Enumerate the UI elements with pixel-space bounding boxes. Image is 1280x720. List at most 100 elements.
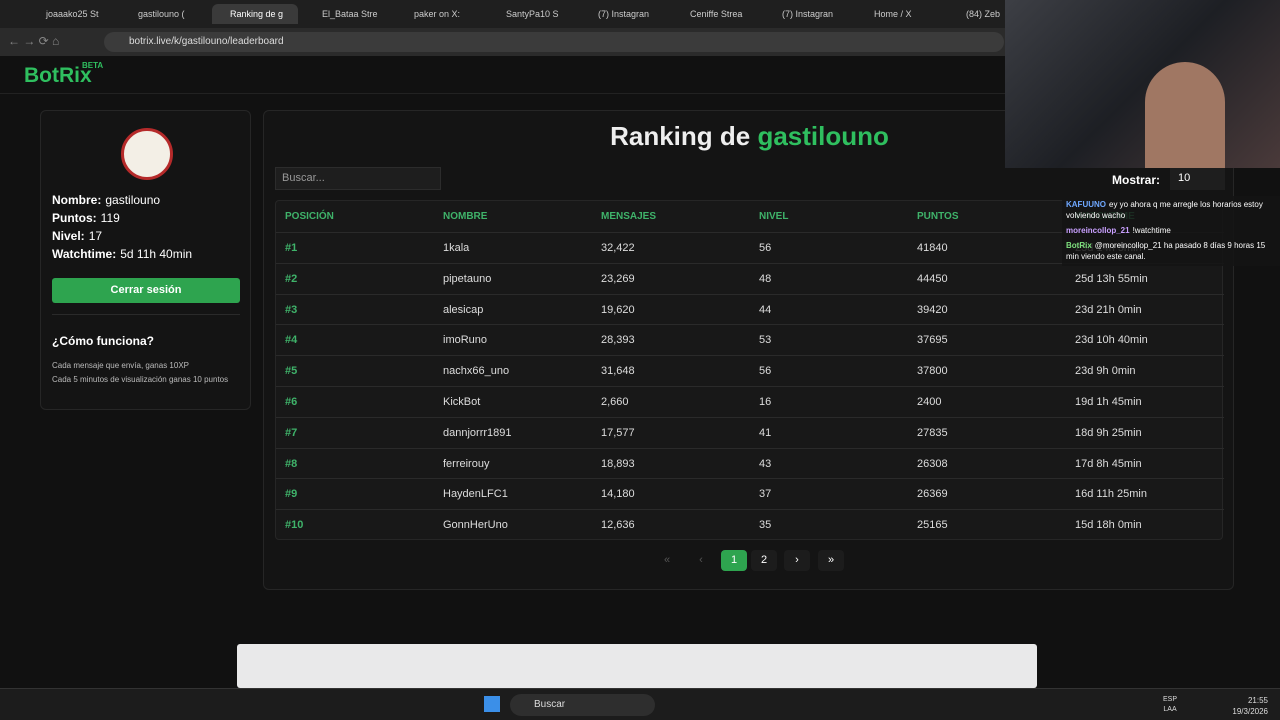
cell: #5: [285, 365, 298, 378]
chat-message: BotRix @moreincollop_21 ha pasado 8 días …: [1062, 237, 1280, 263]
avatar: [121, 128, 173, 180]
cell: 17,577: [601, 426, 635, 439]
cell: 25d 13h 55min: [1075, 272, 1148, 285]
column-header: MENSAJES: [601, 211, 657, 222]
title: Ranking de: [610, 121, 751, 151]
field-label: Watchtime:: [52, 247, 117, 261]
chat-message: KAFUUNO ey yo ahora q me arregle los hora…: [1062, 196, 1280, 222]
cell: #9: [285, 488, 298, 501]
profile-field: Puntos: 119: [52, 209, 192, 227]
page-button[interactable]: 1: [721, 550, 747, 571]
cell: 18d 9h 25min: [1075, 426, 1142, 439]
cell: 56: [759, 242, 772, 254]
tab[interactable]: (7) Instagran: [782, 9, 834, 19]
chat-message: moreincollop_21 !watchtime: [1062, 222, 1280, 237]
table-row: #6 KickBot 2,660 16 2400 19d 1h 45min: [276, 386, 1224, 417]
column-header: POSICIÓN: [285, 211, 334, 222]
clock[interactable]: 21:55 19/3/2026: [1228, 695, 1268, 717]
cell: 15d 18h 0min: [1075, 519, 1142, 532]
divider: [52, 314, 240, 315]
table-row: #7 dannjorrr1891 17,577 41 27835 18d 9h 25min: [276, 416, 1224, 448]
tab[interactable]: (84) Zeb: [966, 9, 1001, 19]
cell: 26308: [917, 457, 948, 470]
cell: #3: [285, 303, 298, 316]
cell: 27835: [917, 426, 948, 439]
cell: 19d 1h 45min: [1075, 396, 1142, 408]
cell: 16d 11h 25min: [1075, 488, 1147, 501]
cell: 43: [759, 457, 772, 470]
tab[interactable]: (7) Instagran: [598, 9, 650, 19]
field-label: Nivel:: [52, 229, 85, 243]
cell: alesicap: [443, 303, 484, 316]
how-line: Cada 5 minutos de visualización ganas 10…: [52, 375, 229, 384]
tab[interactable]: SantyPa10 S: [506, 9, 559, 19]
logout-button[interactable]: Cerrar sesión: [52, 278, 240, 303]
tab[interactable]: paker on X:: [414, 9, 461, 19]
tab[interactable]: Home / X: [874, 9, 912, 19]
language[interactable]: ESP LAA: [1163, 695, 1177, 715]
brand[interactable]: BotRix: [24, 64, 92, 87]
field-value: 119: [100, 211, 120, 225]
last-page[interactable]: »: [818, 550, 844, 571]
cell: 41: [759, 426, 772, 439]
bottom-card: [237, 644, 1037, 688]
time: 21:55: [1247, 696, 1268, 705]
cell: 25165: [917, 519, 948, 532]
page-button[interactable]: 2: [751, 550, 777, 571]
table-row: #3 alesicap 19,620 44 39420 23d 21h 0min: [276, 293, 1224, 325]
badge: BETA: [82, 61, 104, 70]
cell: 37: [759, 488, 772, 501]
cell: 35: [759, 519, 772, 532]
cell: 14,180: [601, 488, 635, 501]
cell: #8: [285, 457, 298, 470]
search-input[interactable]: Buscar...: [275, 167, 441, 190]
streamer: [1145, 62, 1225, 168]
channel: gastilouno: [757, 121, 889, 151]
tab[interactable]: gastilouno (: [138, 9, 185, 19]
cell: 23d 10h 40min: [1075, 334, 1148, 347]
first-page[interactable]: «: [663, 554, 671, 566]
webcam-overlay: [1005, 0, 1280, 168]
cell: imoRuno: [443, 334, 488, 347]
cell: HaydenLFC1: [443, 488, 508, 501]
cell: 17d 8h 45min: [1075, 457, 1142, 470]
how-title: ¿Cómo funciona?: [52, 334, 154, 348]
start-button[interactable]: [484, 696, 500, 712]
cell: 44450: [917, 272, 948, 285]
cell: ferreirouy: [443, 457, 490, 470]
taskbar-search[interactable]: Buscar: [510, 694, 655, 716]
column-header: NOMBRE: [443, 211, 488, 222]
field-value: 5d 11h 40min: [120, 247, 193, 261]
next-page[interactable]: ›: [784, 550, 810, 571]
cell: 41840: [917, 242, 948, 254]
how-line: Cada mensaje que envía, ganas 10XP: [52, 361, 189, 370]
lang: ESP: [1163, 696, 1178, 703]
table-row: #9 HaydenLFC1 14,180 37 26369 16d 11h 25min: [276, 478, 1224, 509]
cell: #1: [285, 242, 298, 254]
tab[interactable]: Ceniffe Strea: [690, 9, 743, 19]
cell: #6: [285, 396, 298, 408]
table-row: #4 imoRuno 28,393 53 37695 23d 10h 40min: [276, 324, 1224, 355]
cell: 23d 9h 0min: [1075, 365, 1136, 378]
cell: 23,269: [601, 272, 635, 285]
tab[interactable]: El_Bataa Stre: [322, 9, 378, 19]
cell: #7: [285, 426, 298, 439]
chat-overlay: KAFUUNO ey yo ahora q me arregle los hora…: [1062, 196, 1280, 266]
tab[interactable]: joaaako25 St: [46, 9, 99, 19]
cell: 2400: [917, 396, 942, 408]
table-row: #8 ferreirouy 18,893 43 26308 17d 8h 45min: [276, 447, 1224, 479]
cell: dannjorrr1891: [443, 426, 512, 439]
show-select[interactable]: 10: [1170, 167, 1225, 190]
ranking-title: Ranking de gastilouno: [264, 121, 1235, 152]
field-label: Puntos:: [52, 211, 97, 225]
cell: 37800: [917, 365, 948, 378]
chat-user: moreincollop_21: [1066, 226, 1130, 235]
prev-page[interactable]: ‹: [699, 554, 703, 566]
cell: 37695: [917, 334, 948, 347]
cell: 44: [759, 303, 772, 316]
url[interactable]: botrix.live/k/gastilouno/leaderboard: [104, 32, 1004, 52]
field-value: 17: [88, 229, 103, 243]
tab[interactable]: Ranking de g: [212, 4, 298, 24]
cell: nachx66_uno: [443, 365, 510, 378]
chat-text: !watchtime: [1132, 226, 1171, 235]
